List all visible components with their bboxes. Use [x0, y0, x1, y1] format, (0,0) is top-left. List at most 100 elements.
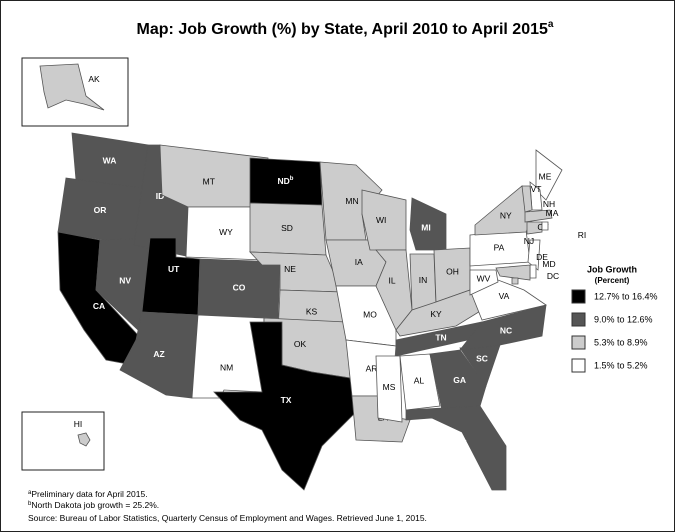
- state-label: MD: [542, 259, 555, 269]
- state-label: NY: [500, 211, 512, 221]
- legend-subtitle: (Percent): [595, 276, 630, 285]
- state-abbr: DC: [547, 271, 559, 281]
- state-abbr: KS: [306, 307, 318, 317]
- state-abbr: OK: [294, 339, 307, 349]
- state-abbr: MS: [383, 382, 396, 392]
- state-shape: [375, 355, 403, 423]
- state-label: MI: [421, 223, 430, 233]
- state-abbr: AK: [88, 74, 100, 84]
- state-label: CO: [233, 283, 246, 293]
- state-label: ME: [539, 172, 552, 182]
- source: Source: Bureau of Labor Statistics, Quar…: [28, 513, 427, 523]
- state-shape: [429, 349, 487, 411]
- state-label: MN: [345, 196, 358, 206]
- state-label: VA: [499, 291, 510, 301]
- state-abbr: DE: [536, 252, 548, 262]
- state-abbr: IA: [355, 257, 363, 267]
- state-abbr: NJ: [524, 236, 534, 246]
- state-label: WA: [103, 156, 117, 166]
- state-label: DE: [536, 252, 548, 262]
- state-label: NV: [119, 276, 131, 286]
- state-abbr: GA: [453, 375, 466, 385]
- state-abbr: MD: [542, 259, 555, 269]
- state-label: MA: [546, 208, 559, 218]
- state-shape: [409, 197, 447, 251]
- legend-title: Job Growth: [587, 264, 637, 274]
- state-abbr: NV: [119, 276, 131, 286]
- legend-swatch: [571, 358, 586, 373]
- state-abbr: WY: [219, 227, 233, 237]
- state-label: OK: [294, 339, 307, 349]
- state-shape: [405, 405, 507, 491]
- state-label: OR: [94, 205, 107, 215]
- state-abbr: ID: [156, 191, 165, 201]
- state-abbr: HI: [74, 419, 83, 429]
- state-label: GA: [453, 375, 466, 385]
- state-abbr: AZ: [153, 349, 164, 359]
- state-label: NE: [284, 264, 296, 274]
- state-label: WI: [376, 215, 386, 225]
- state-shape: [529, 264, 537, 279]
- state-label: AK: [88, 74, 100, 84]
- state-abbr: WI: [376, 215, 386, 225]
- state-label: HI: [74, 419, 83, 429]
- state-label: NC: [500, 326, 512, 336]
- legend-label: 12.7% to 16.4%: [594, 291, 658, 301]
- state-abbr: NM: [220, 363, 233, 373]
- legend-label: 1.5% to 5.2%: [594, 360, 648, 370]
- state-shape: [495, 264, 531, 281]
- state-abbr: MA: [546, 208, 559, 218]
- state-abbr: ND: [278, 176, 290, 186]
- state-label: ID: [156, 191, 165, 201]
- state-label: MS: [383, 382, 396, 392]
- state-abbr: NY: [500, 211, 512, 221]
- state-shape: [399, 353, 441, 411]
- hawaii-inset: [21, 411, 105, 471]
- state-abbr: IN: [419, 275, 428, 285]
- state-shape: [535, 149, 563, 201]
- state-label: VT: [531, 184, 542, 194]
- state-shape: [527, 239, 541, 271]
- state-shape: [39, 63, 105, 111]
- state-abbr: SC: [476, 354, 488, 364]
- state-abbr: OR: [94, 205, 107, 215]
- footnote: bNorth Dakota job growth = 25.2%.: [28, 500, 159, 510]
- state-label: UT: [168, 264, 180, 274]
- states: WA OR CA NV ID MT WY UT AZ CO NM NDb SD NE KS OK TX MN IA M…: [39, 63, 586, 491]
- state-abbr: WA: [103, 156, 117, 166]
- footnote-text: Preliminary data for April 2015.: [31, 489, 147, 499]
- state-abbr: IL: [388, 276, 395, 286]
- state-shape: [541, 221, 549, 231]
- state-abbr: CA: [93, 301, 105, 311]
- state-label: IL: [388, 276, 395, 286]
- footnote-marker: a: [28, 490, 32, 496]
- legend-label: 5.3% to 8.9%: [594, 337, 648, 347]
- state-abbr: MO: [363, 310, 377, 320]
- state-abbr: VA: [499, 291, 510, 301]
- state-label: WV: [477, 274, 491, 284]
- state-abbr: AR: [366, 364, 378, 374]
- state-label: IA: [355, 257, 363, 267]
- state-label: SD: [281, 223, 293, 233]
- state-shape: [197, 258, 281, 319]
- state-abbr: NC: [500, 326, 512, 336]
- state-label: IN: [419, 275, 428, 285]
- footnote-text: North Dakota job growth = 25.2%.: [31, 500, 159, 510]
- state-abbr: SD: [281, 223, 293, 233]
- state-shape: [524, 209, 553, 223]
- state-abbr: FL: [456, 433, 466, 443]
- state-abbr: CO: [233, 283, 246, 293]
- state-shape: [526, 221, 543, 235]
- state-abbr: KY: [430, 309, 442, 319]
- state-shape: [77, 432, 91, 447]
- legend-swatch: [571, 289, 586, 304]
- legend-swatch: [571, 335, 586, 350]
- state-label: WY: [219, 227, 233, 237]
- state-label: AL: [414, 376, 425, 386]
- state-label: DC: [547, 271, 559, 281]
- state-label: SC: [476, 354, 488, 364]
- state-abbr: MT: [203, 177, 215, 187]
- state-label: NM: [220, 363, 233, 373]
- state-label: CA: [93, 301, 105, 311]
